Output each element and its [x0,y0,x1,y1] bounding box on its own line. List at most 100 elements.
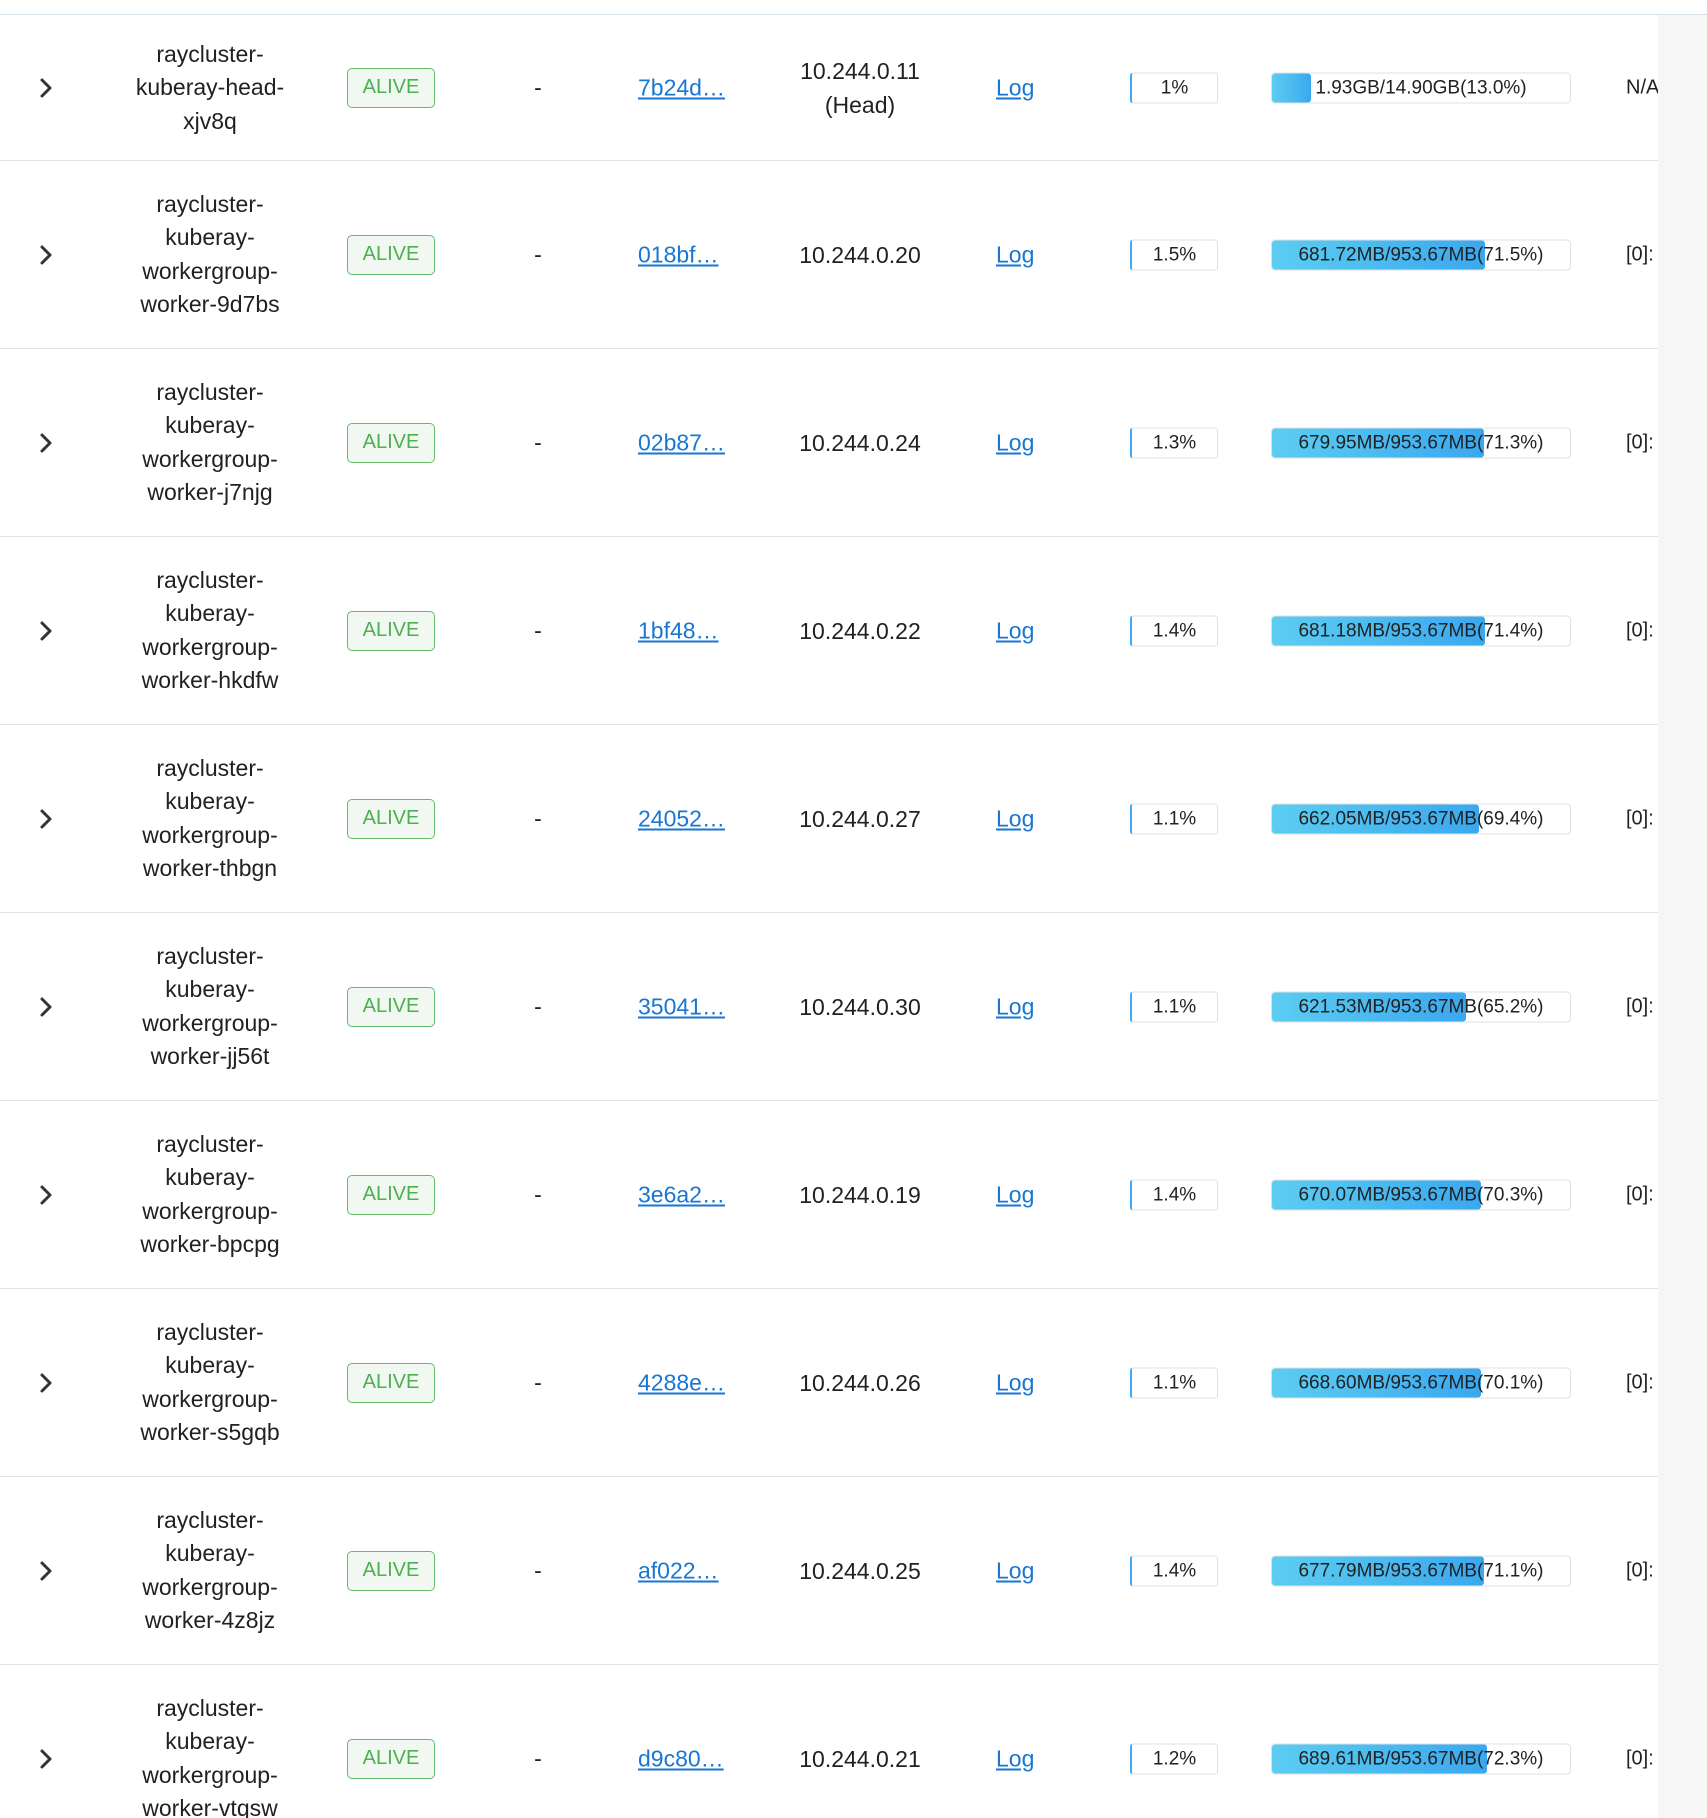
gpu-usage: [0]: [1626,431,1654,453]
host-name-line: kuberay- [165,412,255,438]
chevron-right-icon[interactable] [30,72,62,104]
memory-usage-fill [1272,992,1467,1021]
status-badge: ALIVE [347,986,435,1027]
nodes-table: raycluster-kuberay-head-xjv8q ALIVE - 7b… [0,37,1658,1818]
log-link[interactable]: Log [996,241,1035,267]
node-id-link[interactable]: 018bf… [638,241,719,267]
memory-usage-bar: 662.05MB/953.67MB(69.4%) [1271,803,1571,834]
log-link[interactable]: Log [996,1557,1035,1583]
memory-usage-fill [1272,73,1311,102]
ip-address: 10.244.0.30 [770,990,950,1024]
ip-address: 10.244.0.21 [770,1742,950,1776]
chevron-right-icon[interactable] [30,615,62,647]
cpu-usage: 1.5% [1130,239,1218,270]
log-link[interactable]: Log [996,74,1035,100]
host-name-line: kuberay- [165,224,255,250]
node-id-link[interactable]: 35041… [638,993,725,1019]
ip-address-line: 10.244.0.27 [799,805,921,832]
ip-address-line: 10.244.0.19 [799,1181,921,1208]
memory-usage-bar: 670.07MB/953.67MB(70.3%) [1271,1179,1571,1210]
log-link[interactable]: Log [996,1369,1035,1395]
ip-address-line: 10.244.0.20 [799,241,921,268]
node-id-link[interactable]: 1bf48… [638,617,719,643]
chevron-right-icon[interactable] [30,1743,62,1775]
cpu-usage: 1.4% [1130,1555,1218,1586]
status-badge: ALIVE [347,1362,435,1403]
host-name: raycluster-kuberay-workergroup-worker-4z… [120,1504,300,1638]
node-id-link[interactable]: 7b24d… [638,74,725,100]
status-badge: ALIVE [347,1550,435,1591]
empty-value: - [534,617,542,643]
host-name-line: raycluster- [156,1318,264,1345]
host-name-line: workergroup- [142,1761,278,1788]
log-link[interactable]: Log [996,429,1035,455]
status-badge: ALIVE [347,1174,435,1215]
host-name-line: workergroup- [142,1573,278,1600]
host-name-line: raycluster- [156,754,264,781]
host-name-line: raycluster- [156,942,264,969]
memory-usage-text: 621.53MB/953.67MB(65.2%) [1298,996,1544,1017]
chevron-right-icon[interactable] [30,991,62,1023]
gpu-usage: [0]: [1626,995,1654,1017]
memory-usage-fill [1272,1556,1484,1585]
gpu-usage: N/A [1626,76,1658,98]
host-name-line: kuberay- [165,788,255,814]
node-id-link[interactable]: 3e6a2… [638,1181,725,1207]
ip-address: 10.244.0.26 [770,1366,950,1400]
gpu-usage: [0]: [1626,807,1654,829]
ip-address-line: 10.244.0.30 [799,993,921,1020]
host-name-line: workergroup- [142,257,278,284]
status-badge: ALIVE [347,422,435,463]
cpu-usage: 1.2% [1130,1743,1218,1774]
host-name-line: worker-s5gqb [140,1419,280,1445]
chevron-right-icon[interactable] [30,1555,62,1587]
empty-value: - [534,74,542,100]
host-name: raycluster-kuberay-head-xjv8q [120,37,300,138]
table-row: raycluster-kuberay-workergroup-worker-th… [0,725,1658,913]
host-name-line: raycluster- [156,566,264,593]
node-id-link[interactable]: 4288e… [638,1369,725,1395]
log-link[interactable]: Log [996,617,1035,643]
chevron-right-icon[interactable] [30,427,62,459]
log-link[interactable]: Log [996,1745,1035,1771]
memory-usage-fill [1272,1744,1488,1773]
node-id-link[interactable]: d9c80… [638,1745,724,1771]
ip-address-line: 10.244.0.26 [799,1369,921,1396]
memory-usage-bar: 681.72MB/953.67MB(71.5%) [1271,239,1571,270]
empty-value: - [534,805,542,831]
host-name: raycluster-kuberay-workergroup-worker-jj… [120,940,300,1074]
memory-usage-text: 689.61MB/953.67MB(72.3%) [1298,1748,1544,1769]
gpu-usage: [0]: [1626,1559,1654,1581]
ip-address: 10.244.0.27 [770,802,950,836]
ip-address-line: 10.244.0.11 [800,57,920,84]
status-badge: ALIVE [347,798,435,839]
table-row: raycluster-kuberay-workergroup-worker-j7… [0,349,1658,537]
ip-address-line: 10.244.0.25 [799,1557,921,1584]
node-id-link[interactable]: 24052… [638,805,725,831]
log-link[interactable]: Log [996,993,1035,1019]
log-link[interactable]: Log [996,805,1035,831]
memory-usage-fill [1272,428,1485,457]
memory-usage-bar: 679.95MB/953.67MB(71.3%) [1271,427,1571,458]
status-badge: ALIVE [347,1738,435,1779]
gpu-usage: [0]: [1626,1183,1654,1205]
chevron-right-icon[interactable] [30,1179,62,1211]
gpu-usage: [0]: [1626,243,1654,265]
table-row: raycluster-kuberay-workergroup-worker-bp… [0,1101,1658,1289]
memory-usage-fill [1272,240,1486,269]
host-name: raycluster-kuberay-workergroup-worker-s5… [120,1316,300,1450]
chevron-right-icon[interactable] [30,239,62,271]
status-badge: ALIVE [347,610,435,651]
chevron-right-icon[interactable] [30,803,62,835]
host-name-line: kuberay- [165,976,255,1002]
node-id-link[interactable]: 02b87… [638,429,725,455]
log-link[interactable]: Log [996,1181,1035,1207]
table-row: raycluster-kuberay-workergroup-worker-4z… [0,1477,1658,1665]
node-id-link[interactable]: af022… [638,1557,719,1583]
gpu-usage: [0]: [1626,1747,1654,1769]
memory-usage-text: 1.93GB/14.90GB(13.0%) [1315,77,1527,98]
table-row: raycluster-kuberay-workergroup-worker-9d… [0,161,1658,349]
memory-usage-fill [1272,804,1479,833]
host-name-line: worker-vtqsw [142,1795,278,1818]
chevron-right-icon[interactable] [30,1367,62,1399]
